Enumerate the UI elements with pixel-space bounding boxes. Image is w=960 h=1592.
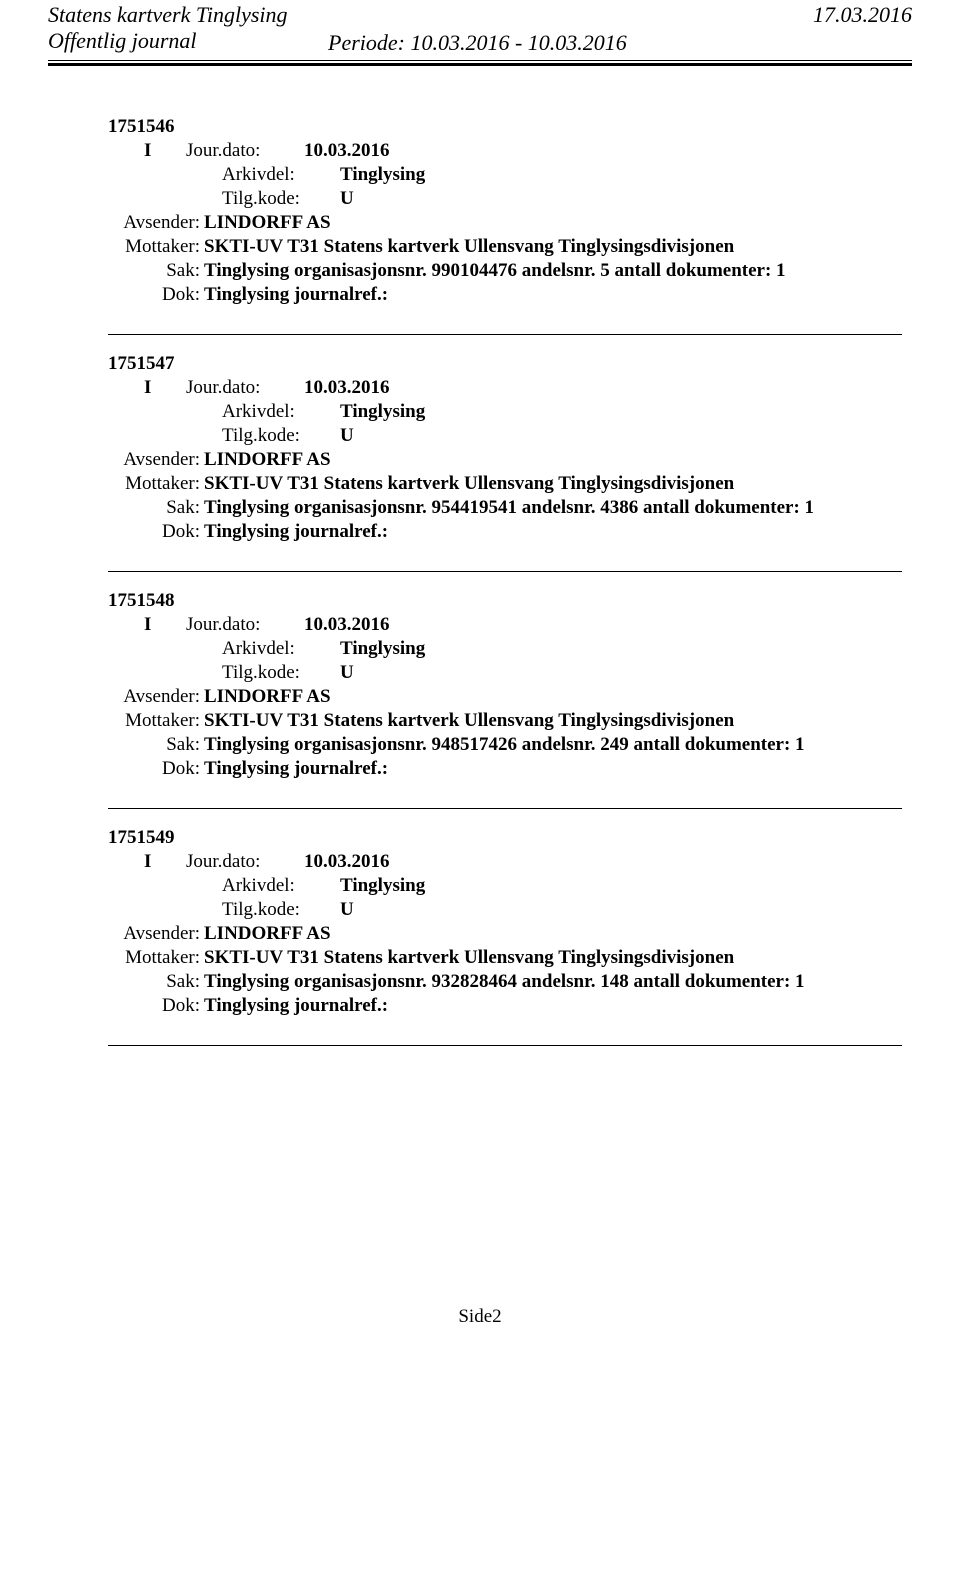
value-avsender: LINDORFF AS: [204, 686, 902, 708]
label-avsender: Avsender:: [108, 212, 204, 234]
label-avsender: Avsender:: [108, 923, 204, 945]
label-dok: Dok:: [108, 284, 204, 306]
label-jourdato: Jour.dato:: [186, 614, 304, 636]
entries-list: 1751546 I Jour.dato: 10.03.2016 Arkivdel…: [48, 66, 912, 1046]
value-jourdato: 10.03.2016: [304, 140, 902, 162]
journal-entry: 1751547 I Jour.dato: 10.03.2016 Arkivdel…: [108, 353, 902, 543]
header-period: Periode: 10.03.2016 - 10.03.2016: [328, 30, 627, 56]
label-jourdato: Jour.dato:: [186, 377, 304, 399]
value-tilgkode: U: [340, 188, 902, 210]
value-jourdato: 10.03.2016: [304, 377, 902, 399]
value-avsender: LINDORFF AS: [204, 923, 902, 945]
entry-io: I: [108, 140, 186, 162]
spacer: [144, 875, 222, 897]
value-mottaker: SKTI-UV T31 Statens kartverk Ullensvang …: [204, 236, 902, 258]
value-avsender: LINDORFF AS: [204, 449, 902, 471]
value-sak: Tinglysing organisasjonsnr. 990104476 an…: [204, 260, 902, 282]
label-tilgkode: Tilg.kode:: [222, 662, 340, 684]
label-jourdato: Jour.dato:: [186, 851, 304, 873]
label-dok: Dok:: [108, 758, 204, 780]
entry-separator: [108, 334, 902, 335]
label-arkivdel: Arkivdel:: [222, 401, 340, 423]
page-number: Side2: [48, 1306, 912, 1328]
entry-separator: [108, 571, 902, 572]
entry-io: I: [108, 377, 186, 399]
value-sak: Tinglysing organisasjonsnr. 954419541 an…: [204, 497, 902, 519]
entry-id: 1751546: [108, 116, 902, 138]
header-title: Statens kartverk Tinglysing: [48, 2, 912, 28]
label-avsender: Avsender:: [108, 686, 204, 708]
label-tilgkode: Tilg.kode:: [222, 425, 340, 447]
label-arkivdel: Arkivdel:: [222, 875, 340, 897]
journal-entry: 1751548 I Jour.dato: 10.03.2016 Arkivdel…: [108, 590, 902, 780]
label-sak: Sak:: [108, 971, 204, 993]
value-arkivdel: Tinglysing: [340, 875, 902, 897]
value-mottaker: SKTI-UV T31 Statens kartverk Ullensvang …: [204, 947, 902, 969]
spacer: [144, 638, 222, 660]
label-arkivdel: Arkivdel:: [222, 164, 340, 186]
label-mottaker: Mottaker:: [108, 947, 204, 969]
spacer: [144, 188, 222, 210]
label-mottaker: Mottaker:: [108, 236, 204, 258]
page-header: Statens kartverk Tinglysing 17.03.2016 O…: [48, 0, 912, 66]
value-dok: Tinglysing journalref.:: [204, 521, 902, 543]
value-dok: Tinglysing journalref.:: [204, 758, 902, 780]
value-mottaker: SKTI-UV T31 Statens kartverk Ullensvang …: [204, 473, 902, 495]
value-mottaker: SKTI-UV T31 Statens kartverk Ullensvang …: [204, 710, 902, 732]
journal-entry: 1751549 I Jour.dato: 10.03.2016 Arkivdel…: [108, 827, 902, 1017]
value-sak: Tinglysing organisasjonsnr. 948517426 an…: [204, 734, 902, 756]
value-arkivdel: Tinglysing: [340, 164, 902, 186]
value-arkivdel: Tinglysing: [340, 638, 902, 660]
value-tilgkode: U: [340, 662, 902, 684]
label-sak: Sak:: [108, 497, 204, 519]
value-tilgkode: U: [340, 425, 902, 447]
label-avsender: Avsender:: [108, 449, 204, 471]
header-rule: [48, 60, 912, 66]
spacer: [144, 425, 222, 447]
label-sak: Sak:: [108, 734, 204, 756]
label-sak: Sak:: [108, 260, 204, 282]
spacer: [144, 662, 222, 684]
entry-io: I: [108, 851, 186, 873]
header-date: 17.03.2016: [813, 2, 912, 28]
value-dok: Tinglysing journalref.:: [204, 284, 902, 306]
entry-id: 1751549: [108, 827, 902, 849]
label-tilgkode: Tilg.kode:: [222, 188, 340, 210]
label-tilgkode: Tilg.kode:: [222, 899, 340, 921]
label-dok: Dok:: [108, 995, 204, 1017]
entry-io: I: [108, 614, 186, 636]
entry-separator: [108, 808, 902, 809]
value-jourdato: 10.03.2016: [304, 851, 902, 873]
value-arkivdel: Tinglysing: [340, 401, 902, 423]
value-avsender: LINDORFF AS: [204, 212, 902, 234]
label-mottaker: Mottaker:: [108, 473, 204, 495]
label-arkivdel: Arkivdel:: [222, 638, 340, 660]
spacer: [144, 401, 222, 423]
journal-entry: 1751546 I Jour.dato: 10.03.2016 Arkivdel…: [108, 116, 902, 306]
label-mottaker: Mottaker:: [108, 710, 204, 732]
entry-separator: [108, 1045, 902, 1046]
value-tilgkode: U: [340, 899, 902, 921]
label-dok: Dok:: [108, 521, 204, 543]
entry-id: 1751548: [108, 590, 902, 612]
value-dok: Tinglysing journalref.:: [204, 995, 902, 1017]
value-jourdato: 10.03.2016: [304, 614, 902, 636]
spacer: [144, 164, 222, 186]
value-sak: Tinglysing organisasjonsnr. 932828464 an…: [204, 971, 902, 993]
entry-id: 1751547: [108, 353, 902, 375]
spacer: [144, 899, 222, 921]
label-jourdato: Jour.dato:: [186, 140, 304, 162]
